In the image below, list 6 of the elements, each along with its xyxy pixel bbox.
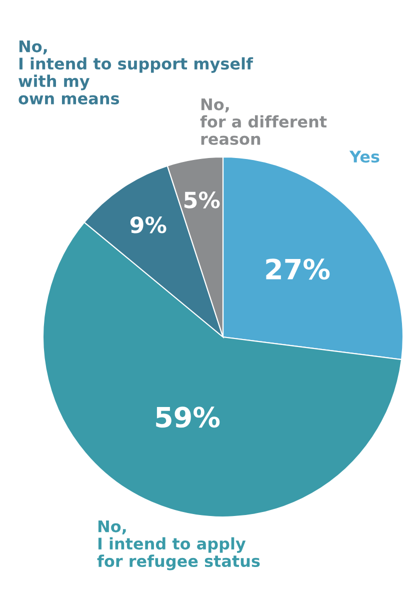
data-label: 9% [130,216,166,234]
data-label: 5% [184,192,220,208]
slice-label: No, I intend to apply for refugee status [97,520,260,570]
data-label: 59% [156,406,220,428]
slice-label: Yes [349,150,380,163]
data-label: 27% [266,258,330,280]
